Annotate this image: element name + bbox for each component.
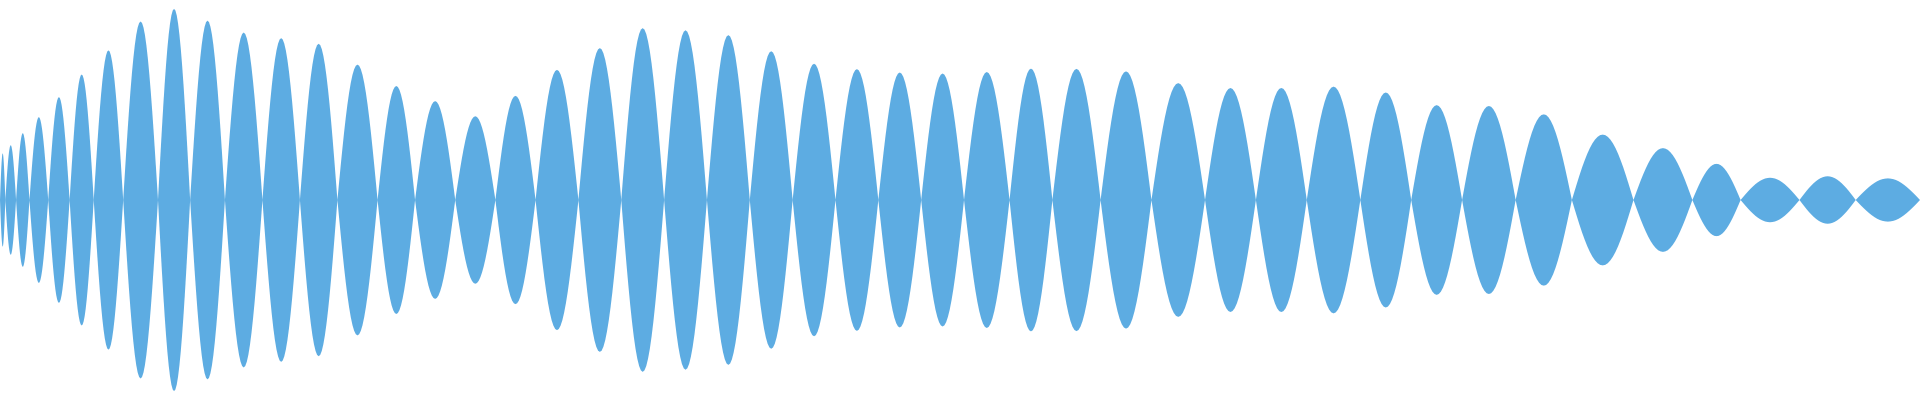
waveform-lobe (878, 72, 922, 328)
waveform-lobe (749, 51, 793, 349)
waveform-lobe (495, 95, 536, 305)
waveform-lobe (5, 145, 17, 255)
waveform-lobe (1855, 178, 1920, 222)
waveform-lobe (157, 8, 191, 392)
waveform-lobe (1571, 134, 1634, 266)
waveform-lobe (415, 101, 456, 299)
waveform-lobe (190, 20, 225, 380)
waveform-lobe (337, 64, 378, 336)
waveform-lobe (1515, 114, 1572, 286)
waveform-lobe (69, 74, 94, 326)
waveform-lobe (377, 85, 416, 315)
waveform-lobe (1052, 68, 1101, 332)
waveform-lobe (0, 153, 6, 247)
waveform-lobe (1306, 86, 1361, 314)
waveform-lobe (1799, 176, 1856, 224)
waveform-lobe (535, 69, 579, 331)
waveform-lobe (1462, 106, 1516, 294)
waveform-lobe (621, 28, 665, 372)
waveform-lobe (1205, 88, 1256, 312)
waveform-lobe (16, 133, 30, 267)
waveform-lobe (1740, 177, 1800, 223)
waveform-lobe (1009, 68, 1053, 332)
waveform-lobe (1255, 87, 1307, 313)
waveform-lobe (1411, 105, 1463, 295)
waveform-lobes (0, 8, 1920, 392)
waveform-lobe (664, 30, 707, 370)
waveform-lobe (455, 116, 496, 284)
waveform-lobe (29, 117, 49, 283)
waveform-lobe (1151, 83, 1206, 317)
waveform-lobe (835, 69, 879, 331)
waveform-lobe (706, 35, 750, 365)
waveform-lobe (792, 63, 836, 337)
waveform-lobe (299, 43, 338, 357)
waveform-lobe (93, 50, 124, 350)
waveform-lobe (1360, 92, 1412, 308)
waveform-lobe (1100, 71, 1152, 329)
waveform-lobe (48, 97, 70, 303)
waveform-lobe (123, 21, 158, 379)
waveform-lobe (262, 38, 300, 362)
waveform-lobe (921, 73, 965, 327)
waveform-lobe (224, 32, 263, 368)
waveform-lobe (1633, 148, 1693, 252)
waveform-lobe (1692, 163, 1741, 237)
waveform-lobe (578, 48, 622, 352)
waveform-lobe (964, 71, 1010, 329)
